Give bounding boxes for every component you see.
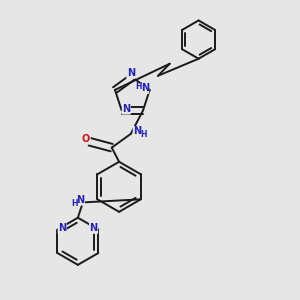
- Text: N: N: [127, 68, 135, 78]
- Text: H: H: [140, 130, 146, 139]
- Text: H: H: [71, 200, 78, 208]
- Text: N: N: [89, 223, 98, 233]
- Text: H: H: [136, 82, 142, 91]
- Text: N: N: [141, 83, 149, 93]
- Text: O: O: [82, 134, 90, 144]
- Text: N: N: [76, 195, 85, 205]
- Text: N: N: [58, 223, 66, 233]
- Text: N: N: [133, 126, 141, 136]
- Text: N: N: [122, 104, 130, 114]
